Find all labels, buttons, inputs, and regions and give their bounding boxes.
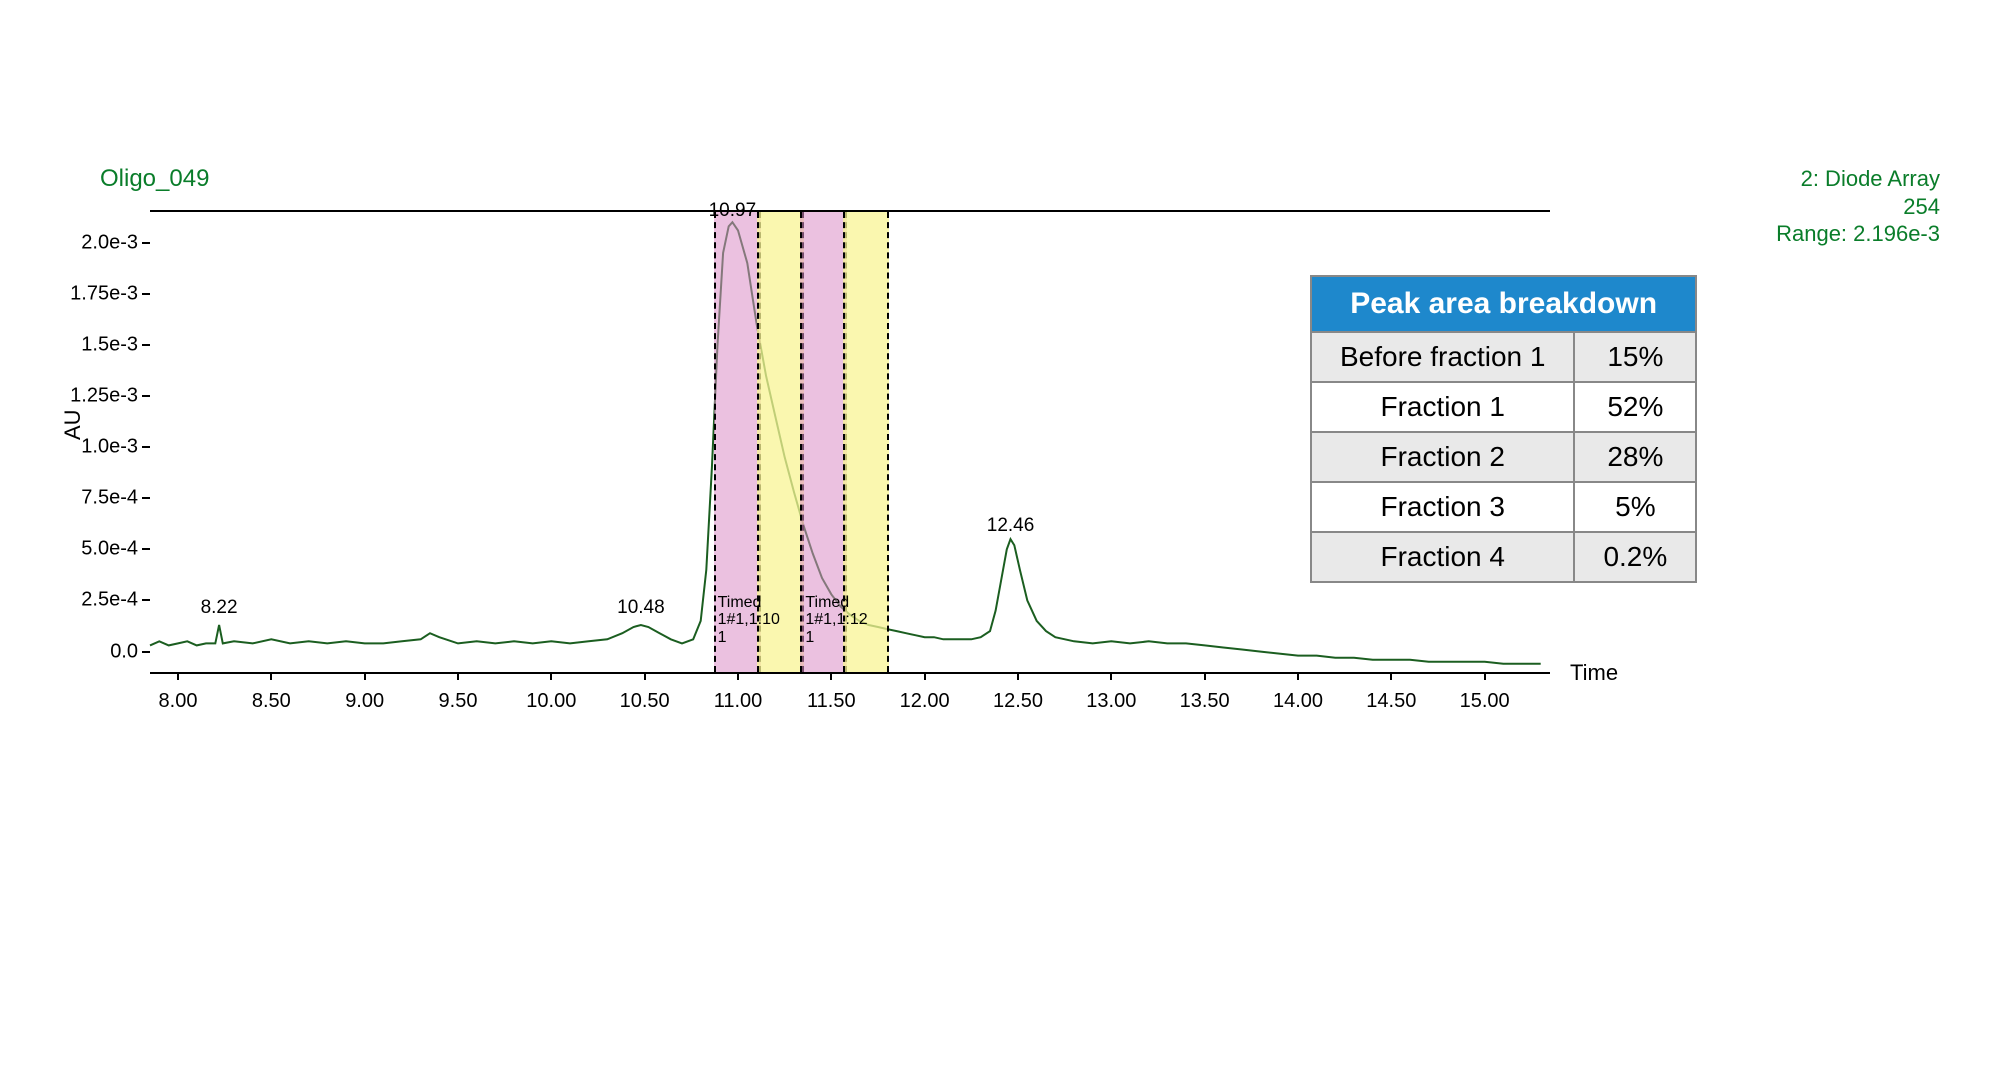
- x-tick-label: 8.50: [252, 690, 291, 713]
- y-tick-label: 1.75e-3: [70, 282, 138, 305]
- table-cell-value: 0.2%: [1574, 532, 1696, 582]
- table-row: Fraction 228%: [1311, 432, 1696, 482]
- x-tick-label: 13.50: [1180, 690, 1230, 713]
- table-cell-value: 5%: [1574, 482, 1696, 532]
- x-tick-label: 15.00: [1460, 690, 1510, 713]
- y-tick-label: 2.5e-4: [81, 589, 138, 612]
- x-tick: [550, 672, 552, 680]
- peak-label: 10.48: [617, 597, 665, 619]
- detector-info: 2: Diode Array 254 Range: 2.196e-3: [1776, 165, 1940, 248]
- y-tick-label: 1.0e-3: [81, 436, 138, 459]
- fraction-label: Timed1#1,1:121: [805, 594, 867, 647]
- x-tick: [364, 672, 366, 680]
- x-tick: [1017, 672, 1019, 680]
- peak-area-table: Peak area breakdown Before fraction 115%…: [1310, 275, 1697, 583]
- y-tick: [142, 651, 150, 653]
- x-tick: [270, 672, 272, 680]
- table-row: Fraction 35%: [1311, 482, 1696, 532]
- x-tick: [457, 672, 459, 680]
- x-tick-label: 12.00: [900, 690, 950, 713]
- peak-label: 10.97: [709, 200, 757, 222]
- x-tick-label: 8.00: [159, 690, 198, 713]
- detector-line1: 2: Diode Array: [1776, 165, 1940, 193]
- x-tick: [1390, 672, 1392, 680]
- table-row: Fraction 152%: [1311, 382, 1696, 432]
- x-tick-label: 14.00: [1273, 690, 1323, 713]
- x-tick: [644, 672, 646, 680]
- y-tick-label: 5.0e-4: [81, 538, 138, 561]
- x-tick-label: 11.00: [714, 690, 763, 713]
- y-tick: [142, 293, 150, 295]
- y-tick-label: 1.25e-3: [70, 385, 138, 408]
- x-tick-label: 10.50: [620, 690, 670, 713]
- x-tick-label: 9.00: [345, 690, 384, 713]
- table-cell-value: 52%: [1574, 382, 1696, 432]
- table-cell-label: Before fraction 1: [1311, 332, 1574, 382]
- table-cell-label: Fraction 2: [1311, 432, 1574, 482]
- y-tick: [142, 242, 150, 244]
- x-axis-title: Time: [1570, 660, 1618, 686]
- fraction-label: Timed1#1,1:101: [718, 594, 780, 647]
- table-title: Peak area breakdown: [1311, 276, 1696, 332]
- x-tick: [737, 672, 739, 680]
- detector-line3: Range: 2.196e-3: [1776, 220, 1940, 248]
- y-tick: [142, 548, 150, 550]
- table-cell-value: 15%: [1574, 332, 1696, 382]
- x-tick: [1204, 672, 1206, 680]
- y-tick-label: 7.5e-4: [81, 487, 138, 510]
- peak-label: 8.22: [201, 597, 238, 619]
- table-row: Fraction 40.2%: [1311, 532, 1696, 582]
- y-tick: [142, 344, 150, 346]
- table-cell-label: Fraction 4: [1311, 532, 1574, 582]
- y-tick-label: 2.0e-3: [81, 231, 138, 254]
- y-tick-label: 0.0: [110, 640, 138, 663]
- x-tick: [924, 672, 926, 680]
- x-tick-label: 14.50: [1366, 690, 1416, 713]
- x-tick-label: 10.00: [526, 690, 576, 713]
- y-tick: [142, 446, 150, 448]
- y-tick: [142, 599, 150, 601]
- y-tick: [142, 497, 150, 499]
- x-tick: [1110, 672, 1112, 680]
- table-cell-label: Fraction 3: [1311, 482, 1574, 532]
- detector-line2: 254: [1776, 193, 1940, 221]
- x-tick: [1484, 672, 1486, 680]
- x-tick: [830, 672, 832, 680]
- table-cell-value: 28%: [1574, 432, 1696, 482]
- sample-name: Oligo_049: [100, 165, 209, 193]
- x-tick-label: 11.50: [807, 690, 856, 713]
- x-tick: [177, 672, 179, 680]
- y-tick: [142, 395, 150, 397]
- x-tick: [1297, 672, 1299, 680]
- x-tick-label: 12.50: [993, 690, 1043, 713]
- x-tick-label: 9.50: [439, 690, 478, 713]
- x-tick-label: 13.00: [1086, 690, 1136, 713]
- table-row: Before fraction 115%: [1311, 332, 1696, 382]
- peak-label: 12.46: [987, 515, 1035, 537]
- table-cell-label: Fraction 1: [1311, 382, 1574, 432]
- y-tick-label: 1.5e-3: [81, 333, 138, 356]
